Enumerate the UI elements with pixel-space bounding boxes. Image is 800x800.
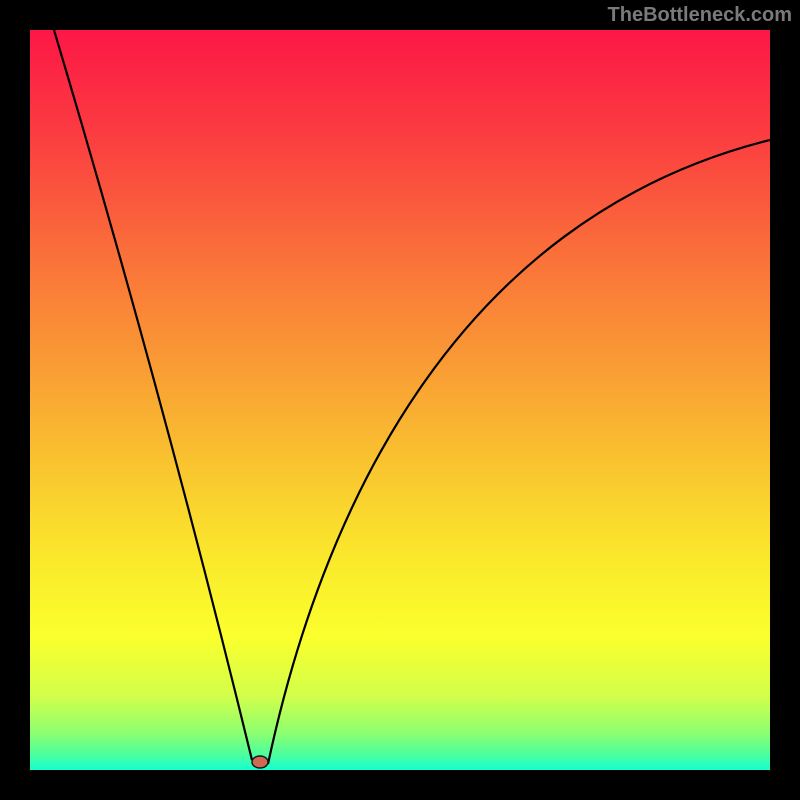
chart-container: TheBottleneck.com [0, 0, 800, 800]
plot-area [30, 30, 770, 770]
curve-left-branch [54, 30, 252, 760]
marker-ellipse [252, 756, 268, 768]
optimal-point-marker [260, 762, 261, 763]
curve-right-branch [268, 140, 770, 764]
watermark-text: TheBottleneck.com [608, 4, 792, 27]
bottleneck-curve [30, 30, 770, 770]
